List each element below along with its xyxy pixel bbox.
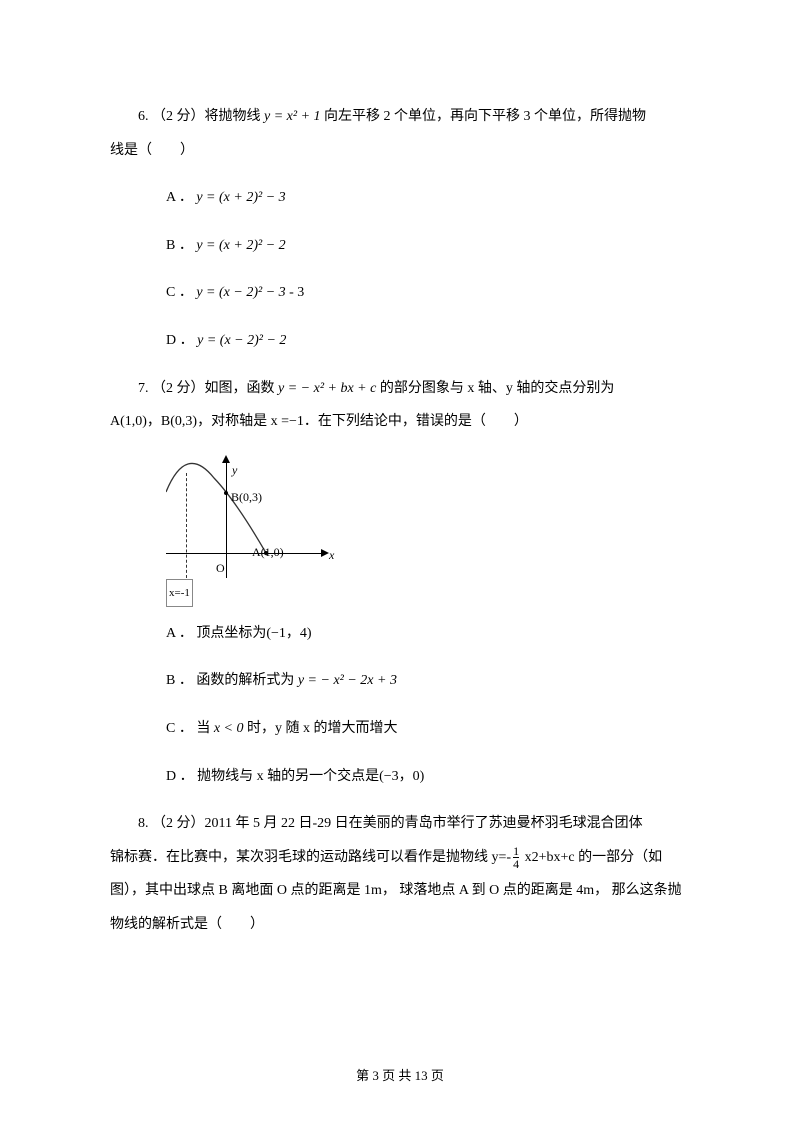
q8-line3: 图），其中出球点 B 离地面 O 点的距离是 1m， 球落地点 A 到 O 点的…: [110, 874, 690, 908]
point-A-label: A(1,0): [252, 538, 284, 567]
q7-opt-C-expr: x < 0: [214, 721, 244, 736]
q6-opt-A: A ． y = (x + 2)² − 3: [110, 181, 690, 215]
q6-opt-C: C ． y = (x − 2)² − 3 - 3: [110, 276, 690, 310]
q7-opt-A: A ． 顶点坐标为(−1，4): [110, 617, 690, 651]
q6-opt-B-expr: y = (x + 2)² − 2: [196, 238, 285, 253]
q6-suffix: 向左平移 2 个单位，再向下平移 3 个单位，所得抛物: [324, 109, 646, 124]
q6-opt-D: D ． y = (x − 2)² − 2: [110, 324, 690, 358]
q6-prefix: 6. （2 分）将抛物线: [138, 109, 264, 124]
q8-line2-b: x2+bx+c 的一部分（如: [521, 850, 662, 865]
frac-den: 4: [513, 857, 519, 870]
origin-label: O: [216, 554, 225, 583]
q6-opt-D-expr: y = (x − 2)² − 2: [197, 333, 286, 348]
q6-opt-D-label: D ．: [166, 333, 194, 348]
q7-suffix: 的部分图象与 x 轴、y 轴的交点分别为: [380, 381, 615, 396]
q7-opt-C-pre: C ． 当: [166, 721, 214, 736]
q7-opt-B-expr: y = − x² − 2x + 3: [298, 673, 397, 688]
q8-line1: 8. （2 分）2011 年 5 月 22 日-29 日在美丽的青岛市举行了苏迪…: [110, 807, 690, 841]
q7-opt-B: B ． 函数的解析式为 y = − x² − 2x + 3: [110, 664, 690, 698]
page-footer: 第 3 页 共 13 页: [0, 1069, 800, 1082]
q6-opt-C-label: C ．: [166, 285, 193, 300]
q7-opt-C: C ． 当 x < 0 时，y 随 x 的增大而增大: [110, 712, 690, 746]
y-axis-label: y: [232, 456, 237, 485]
q7-prefix: 7. （2 分）如图，函数: [138, 381, 278, 396]
q6-opt-C-expr: y = (x − 2)² − 3: [196, 285, 285, 300]
symmetry-axis-label: x=-1: [166, 579, 193, 607]
q6-stem-line2: 线是（ ）: [110, 134, 690, 168]
q7-graph: y x B(0,3) A(1,0) O x=-1: [166, 453, 346, 603]
q7-opt-B-pre: B ． 函数的解析式为: [166, 673, 298, 688]
q7-stem-line2: A(1,0)，B(0,3)，对称轴是 x =−1．在下列结论中，错误的是（ ）: [110, 405, 690, 439]
q7-expr: y = − x² + bx + c: [278, 381, 376, 396]
parabola-curve: [166, 453, 346, 603]
q7-opt-C-post: 时，y 随 x 的增大而增大: [247, 721, 398, 736]
q6-opt-A-label: A ．: [166, 190, 193, 205]
q7-stem-line1: 7. （2 分）如图，函数 y = − x² + bx + c 的部分图象与 x…: [110, 372, 690, 406]
q6-opt-A-expr: y = (x + 2)² − 3: [196, 190, 285, 205]
q8-line4: 物线的解析式是（ ）: [110, 908, 690, 942]
q6-stem-line1: 6. （2 分）将抛物线 y = x² + 1 向左平移 2 个单位，再向下平移…: [110, 100, 690, 134]
q6-opt-B: B ． y = (x + 2)² − 2: [110, 229, 690, 263]
page-content: 6. （2 分）将抛物线 y = x² + 1 向左平移 2 个单位，再向下平移…: [0, 0, 800, 942]
q6-expr: y = x² + 1: [264, 109, 321, 124]
q6-opt-C-tail: - 3: [289, 285, 304, 300]
q8-line2: 锦标赛．在比赛中，某次羽毛球的运动路线可以看作是抛物线 y=-14 x2+bx+…: [110, 841, 690, 875]
q8-line2-a: 锦标赛．在比赛中，某次羽毛球的运动路线可以看作是抛物线 y=-: [110, 850, 511, 865]
point-B-label: B(0,3): [231, 483, 262, 512]
q6-opt-B-label: B ．: [166, 238, 193, 253]
frac-num: 1: [513, 845, 519, 857]
q7-opt-D: D ． 抛物线与 x 轴的另一个交点是(−3，0): [110, 760, 690, 794]
x-axis-label: x: [329, 541, 334, 570]
fraction-icon: 14: [513, 845, 519, 870]
